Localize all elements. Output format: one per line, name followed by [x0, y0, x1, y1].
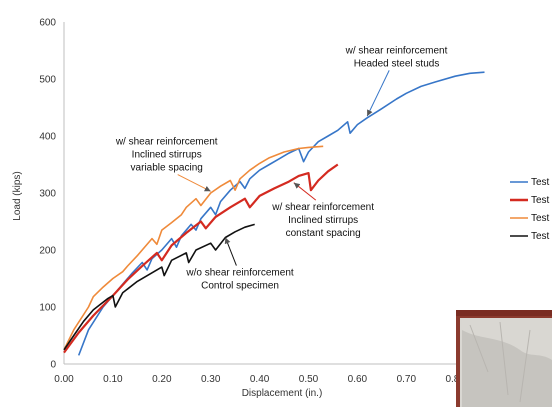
legend-label-2: Test: [531, 195, 550, 206]
annotation-layer: w/ shear reinforcement Headed steel studs…: [115, 45, 448, 291]
y-tick-label: 400: [39, 132, 56, 143]
annotation-arrow-3: [293, 182, 317, 201]
x-axis-title: Displacement (in.): [242, 388, 323, 399]
legend: Test Test Test Test: [510, 177, 550, 242]
x-tick-label: 0.60: [348, 374, 368, 385]
series-line-4: [63, 223, 255, 351]
x-tick-label: 0.00: [54, 374, 74, 385]
x-tick-label: 0.40: [250, 374, 270, 385]
x-tick-label: 0.50: [299, 374, 319, 385]
x-tick-labels: 0.00 0.10 0.20 0.30 0.40 0.50 0.60 0.70 0.80: [54, 374, 465, 385]
annotation-1-line-2: Headed steel studs: [354, 58, 440, 69]
annotation-2-line-2: Inclined stirrups: [132, 150, 202, 161]
x-tick-label: 0.80: [445, 374, 465, 385]
annotation-arrow-4: [224, 237, 237, 266]
legend-label-1: Test: [531, 177, 550, 188]
annotation-4-line-1: w/o shear reinforcement: [185, 268, 293, 279]
annotation-2-line-1: w/ shear reinforcement: [115, 137, 218, 148]
y-tick-labels: 0 100 200 300 400 500 600: [39, 18, 56, 371]
series-layer: [63, 71, 485, 356]
annotation-arrow-1: [366, 70, 390, 117]
annotation-1-line-1: w/ shear reinforcement: [345, 45, 448, 56]
legend-label-3: Test: [531, 213, 550, 224]
y-tick-label: 600: [39, 18, 56, 29]
x-tick-label: 0.30: [201, 374, 221, 385]
annotation-arrow-2: [177, 174, 211, 192]
y-tick-label: 100: [39, 303, 56, 314]
series-line-3: [63, 145, 324, 351]
y-tick-label: 500: [39, 75, 56, 86]
x-tick-label: 0.10: [103, 374, 123, 385]
legend-label-4: Test: [531, 231, 550, 242]
annotation-3-line-2: Inclined stirrups: [288, 215, 358, 226]
annotation-2-line-3: variable spacing: [131, 163, 203, 174]
y-tick-label: 200: [39, 246, 56, 257]
series-line-1: [77, 71, 485, 356]
annotation-3-line-1: w/ shear reinforcement: [271, 202, 374, 213]
y-axis-title: Load (kips): [12, 171, 23, 220]
annotation-3-line-3: constant spacing: [286, 228, 361, 239]
y-tick-label: 0: [50, 360, 56, 371]
x-tick-label: 0.20: [152, 374, 172, 385]
specimen-photo: [456, 310, 552, 407]
series-line-2: [63, 163, 339, 354]
y-tick-label: 300: [39, 189, 56, 200]
annotation-4-line-2: Control specimen: [201, 281, 279, 292]
x-tick-label: 0.70: [397, 374, 417, 385]
